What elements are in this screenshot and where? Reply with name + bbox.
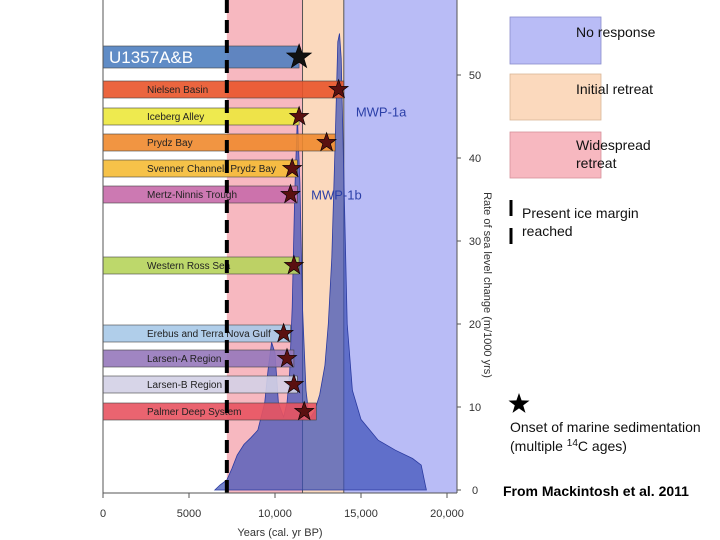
- legend-swatch-widespread-retreat: [509, 131, 602, 179]
- bar-label-0: U1357A&B: [109, 48, 193, 67]
- star-6: [283, 254, 305, 275]
- legend-label-widespread-line2: retreat: [576, 155, 617, 171]
- y-tick-label-0: 0: [472, 485, 478, 497]
- legend-label-onset-line1: Onset of marine sedimentation: [510, 419, 701, 435]
- legend-swatch-no-response: [509, 16, 602, 65]
- legend: No response Initial retreat Widespread r…: [508, 16, 701, 455]
- star-8: [276, 347, 298, 368]
- legend-star-icon: [508, 393, 530, 413]
- onset-prefix: (multiple: [510, 438, 567, 454]
- bar-label-10: Palmer Deep System: [147, 407, 241, 418]
- bar-label-3: Prydz Bay: [147, 138, 193, 149]
- bar-label-2: Iceberg Alley: [147, 112, 204, 123]
- star-7: [273, 322, 294, 343]
- zone-no-response: [343, 0, 457, 493]
- star-2: [288, 105, 310, 126]
- x-tick-label-4: 20,000: [430, 508, 464, 520]
- legend-star-shape: [508, 393, 530, 413]
- legend-label-present-line1: Present ice margin: [522, 205, 639, 221]
- onset-sup: 14: [567, 438, 579, 449]
- y-tick-label-5: 50: [469, 70, 481, 82]
- y-tick-label-2: 20: [469, 319, 481, 331]
- star-4: [281, 157, 303, 178]
- bar-label-7: Erebus and Terra Nova Gulf: [147, 329, 271, 340]
- x-tick-label-1: 5000: [177, 508, 201, 520]
- star-1: [328, 78, 350, 99]
- bar-label-9: Larsen-B Region: [147, 380, 222, 391]
- bar-label-1: Nielsen Basin: [147, 85, 208, 96]
- legend-label-present-line2: reached: [522, 223, 573, 239]
- bar-label-8: Larsen-A Region: [147, 354, 222, 365]
- bar-label-5: Mertz-Ninnis Trough: [147, 190, 237, 201]
- legend-label-onset-line2: (multiple 14C ages): [510, 438, 627, 455]
- annotation-0: MWP-1a: [356, 105, 407, 120]
- star-9: [283, 373, 305, 394]
- x-axis-label: Years (cal. yr BP): [237, 527, 322, 539]
- bar-label-4: Svenner Channel- Prydz Bay: [147, 164, 276, 175]
- legend-swatch-initial-retreat: [509, 73, 602, 121]
- x-tick-label-3: 15,000: [344, 508, 378, 520]
- x-tick-label-0: 0: [100, 508, 106, 520]
- y-tick-label-4: 40: [469, 153, 481, 165]
- legend-label-no-response: No response: [576, 24, 656, 40]
- bar-3: [102, 133, 336, 152]
- annotation-1: MWP-1b: [311, 188, 362, 203]
- legend-label-widespread-line1: Widespread: [576, 137, 651, 153]
- star-0: [285, 43, 313, 69]
- bar-1: [102, 80, 345, 99]
- star-5: [280, 183, 301, 204]
- star-3: [316, 131, 337, 152]
- plot-area: U1357A&B Nielsen Basin Iceberg Alley Prydz …: [100, 0, 493, 539]
- star-10: [293, 400, 315, 421]
- y-axis-label: Rate of sea level change (m/1000 yrs): [481, 192, 493, 378]
- bar-label-6: Western Ross Sea: [147, 261, 231, 272]
- onset-suffix: C ages): [578, 438, 627, 454]
- y-tick-label-3: 30: [469, 236, 481, 248]
- legend-label-initial-retreat: Initial retreat: [576, 81, 653, 97]
- y-tick-label-1: 10: [469, 402, 481, 414]
- x-tick-label-2: 10,000: [258, 508, 292, 520]
- credit-text: From Mackintosh et al. 2011: [503, 483, 689, 499]
